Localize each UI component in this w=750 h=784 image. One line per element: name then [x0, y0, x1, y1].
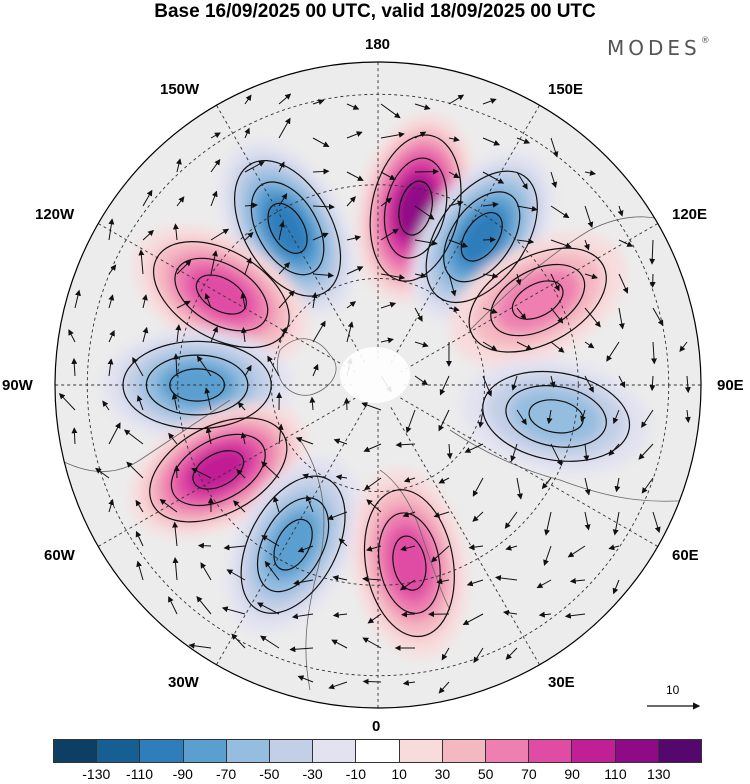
colorbar-tick-label: 130 — [647, 766, 670, 782]
lon-label-90w: 90W — [2, 378, 33, 394]
lon-label-60w: 60W — [44, 548, 75, 564]
reference-vector-arrow — [645, 683, 705, 713]
colorbar-swatch — [615, 739, 658, 763]
colorbar-swatch — [139, 739, 182, 763]
lon-label-0: 0 — [372, 719, 380, 735]
colorbar-tick-label: 30 — [435, 766, 451, 782]
colorbar-ticks: -130 -110 -90 -70 -50 -30 -10 10 30 50 70 90 110 130 — [0, 766, 750, 784]
wind-arrow — [176, 466, 177, 478]
colorbar-swatch — [658, 739, 702, 763]
wind-arrow — [483, 239, 495, 240]
polar-map — [0, 0, 750, 735]
lon-label-30e: 30E — [548, 675, 575, 691]
colorbar-tick-label: 110 — [604, 766, 626, 782]
colorbar-tick-label: 10 — [391, 766, 407, 782]
lon-label-60e: 60E — [672, 548, 699, 564]
wind-arrow — [415, 171, 438, 172]
lon-label-120e: 120E — [672, 207, 707, 223]
colorbar-swatch — [53, 739, 96, 763]
lon-label-180: 180 — [365, 37, 390, 53]
lon-label-90e: 90E — [717, 378, 744, 394]
lon-label-150e: 150E — [548, 82, 583, 98]
colorbar-tick-label: 90 — [564, 766, 580, 782]
colorbar-swatch — [312, 739, 355, 763]
colorbar-tick-label: -130 — [82, 766, 110, 782]
colorbar-tick-label: -90 — [173, 766, 193, 782]
colorbar-swatch — [442, 739, 485, 763]
colorbar-tick-label: 50 — [478, 766, 494, 782]
colorbar-tick-label: -50 — [259, 766, 279, 782]
wind-arrow — [199, 545, 211, 546]
colorbar-swatch — [355, 739, 398, 763]
colorbar — [53, 739, 702, 763]
colorbar-tick-label: -70 — [216, 766, 236, 782]
colorbar-swatch — [571, 739, 614, 763]
lon-label-150w: 150W — [160, 82, 199, 98]
colorbar-tick-label: -110 — [126, 766, 153, 782]
colorbar-tick-label: -10 — [346, 766, 366, 782]
wind-arrow — [402, 614, 415, 615]
colorbar-swatch — [183, 739, 226, 763]
colorbar-swatch — [96, 739, 139, 763]
colorbar-tick-label: -30 — [302, 766, 322, 782]
pole-region — [340, 347, 410, 403]
colorbar-swatch — [226, 739, 269, 763]
colorbar-swatch — [528, 739, 571, 763]
map-disk — [0, 0, 750, 735]
colorbar-swatch — [485, 739, 528, 763]
colorbar-tick-label: 70 — [521, 766, 537, 782]
lon-label-30w: 30W — [168, 675, 199, 691]
wind-arrow — [364, 681, 381, 682]
lon-label-120w: 120W — [35, 207, 74, 223]
colorbar-swatch — [269, 739, 312, 763]
colorbar-swatch — [399, 739, 442, 763]
